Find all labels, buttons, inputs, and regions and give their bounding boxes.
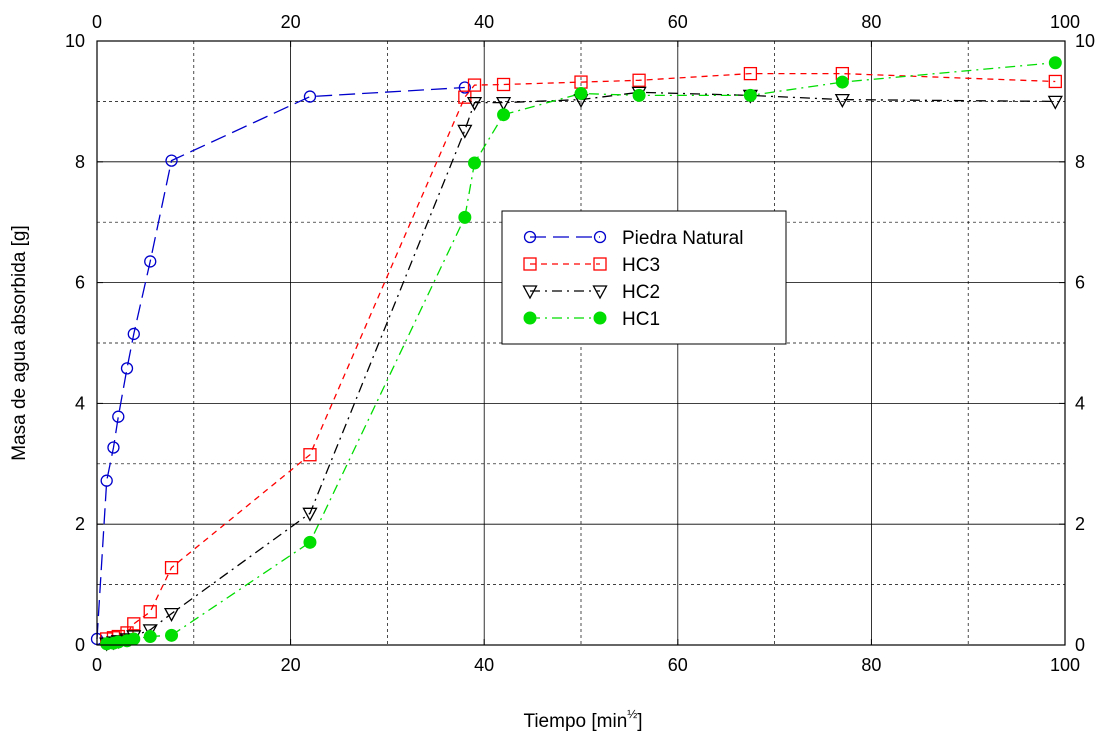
data-point-hc1 xyxy=(1048,56,1062,70)
data-point-hc1 xyxy=(303,535,317,549)
x-tick-label-bottom: 20 xyxy=(281,655,301,675)
data-point-hc2 xyxy=(1047,95,1063,110)
x-tick-label-top: 60 xyxy=(668,12,688,32)
legend-samples xyxy=(522,230,608,325)
data-point-hc2 xyxy=(302,507,318,522)
data-point-piedra-natural xyxy=(144,255,157,268)
x-tick-label-top: 0 xyxy=(92,12,102,32)
plot-frame xyxy=(96,40,1066,646)
data-point-hc2 xyxy=(142,624,158,639)
data-point-piedra-natural xyxy=(107,441,120,454)
y-tick-label-left: 8 xyxy=(75,152,85,172)
data-point-hc1 xyxy=(835,75,849,89)
x-tick-label-top: 40 xyxy=(474,12,494,32)
y-tick-label-right: 10 xyxy=(1075,31,1095,51)
data-point-hc3 xyxy=(143,605,157,619)
data-point-hc1 xyxy=(458,210,472,224)
data-point-hc1 xyxy=(743,88,757,102)
x-tick-label-bottom: 0 xyxy=(92,655,102,675)
legend-marker-hc2 xyxy=(522,285,538,300)
x-tick-label-top: 20 xyxy=(281,12,301,32)
legend-marker-hc1 xyxy=(523,311,537,325)
data-point-hc3 xyxy=(467,78,482,92)
data-point-hc1 xyxy=(632,88,646,102)
legend-marker-piedra-natural xyxy=(523,230,537,244)
data-point-piedra-natural xyxy=(458,81,471,94)
legend-marker-hc3 xyxy=(593,257,607,271)
legend-label-piedra-natural: Piedra Natural xyxy=(622,228,743,249)
x-tick-label-bottom: 80 xyxy=(861,655,881,675)
data-point-piedra-natural xyxy=(120,362,134,375)
x-tick-label-bottom: 60 xyxy=(668,655,688,675)
series-line-hc3 xyxy=(106,72,1056,640)
data-point-piedra-natural xyxy=(100,474,113,487)
data-point-hc2 xyxy=(457,124,473,139)
y-tick-label-left: 0 xyxy=(75,635,85,655)
y-tick-label-right: 4 xyxy=(1075,393,1085,413)
data-point-hc3 xyxy=(303,448,317,462)
y-tick-label-right: 2 xyxy=(1075,514,1085,534)
series-line-piedra-natural xyxy=(96,86,465,640)
x-tick-label-bottom: 100 xyxy=(1050,655,1080,675)
legend: Piedra Natural HC3 HC2 HC1 xyxy=(501,210,787,345)
y-tick-label-left: 10 xyxy=(65,31,85,51)
data-point-piedra-natural xyxy=(127,327,140,341)
y-tick-label-right: 6 xyxy=(1075,273,1085,293)
data-point-hc1 xyxy=(497,108,511,122)
legend-marker-hc2 xyxy=(592,285,608,300)
data-point-piedra-natural xyxy=(112,410,125,423)
y-tick-label-left: 6 xyxy=(75,273,85,293)
data-point-hc2 xyxy=(495,96,512,111)
y-tick-label-left: 4 xyxy=(75,393,85,413)
y-tick-label-right: 0 xyxy=(1075,635,1085,655)
legend-label-hc3: HC3 xyxy=(622,255,660,276)
data-point-piedra-natural xyxy=(303,90,317,103)
legend-marker-hc1 xyxy=(593,311,607,325)
data-point-hc3 xyxy=(632,73,646,87)
y-tick-label-right: 8 xyxy=(1075,152,1085,172)
series-lines xyxy=(96,62,1056,645)
data-point-hc2 xyxy=(834,93,850,108)
data-point-piedra-natural xyxy=(165,154,178,167)
data-point-hc1 xyxy=(468,156,482,170)
data-point-hc3 xyxy=(496,77,511,92)
series-markers xyxy=(90,56,1063,652)
data-point-hc3 xyxy=(127,617,141,631)
y-axis-title: Masa de agua absorbida [g] xyxy=(9,225,30,461)
x-axis-title-superscript: ½ xyxy=(627,707,637,721)
data-point-hc1 xyxy=(165,628,179,642)
x-axis-title: Tiempo [min½] xyxy=(523,707,642,732)
legend-marker-piedra-natural xyxy=(593,230,607,244)
legend-label-hc1: HC1 xyxy=(622,309,660,330)
data-point-hc1 xyxy=(127,632,141,646)
data-point-hc3 xyxy=(743,66,758,81)
x-tick-label-top: 100 xyxy=(1050,12,1080,32)
data-point-hc2 xyxy=(163,607,180,622)
x-tick-label-top: 80 xyxy=(861,12,881,32)
legend-label-hc2: HC2 xyxy=(622,282,660,303)
data-point-hc3 xyxy=(1048,74,1062,89)
legend-marker-hc3 xyxy=(523,257,537,271)
data-point-hc3 xyxy=(164,561,179,575)
y-tick-label-left: 2 xyxy=(75,514,85,534)
data-point-hc1 xyxy=(143,630,157,644)
data-point-hc2 xyxy=(466,96,483,111)
x-tick-label-bottom: 40 xyxy=(474,655,494,675)
data-point-hc1 xyxy=(574,87,588,101)
legend-box xyxy=(501,210,787,345)
